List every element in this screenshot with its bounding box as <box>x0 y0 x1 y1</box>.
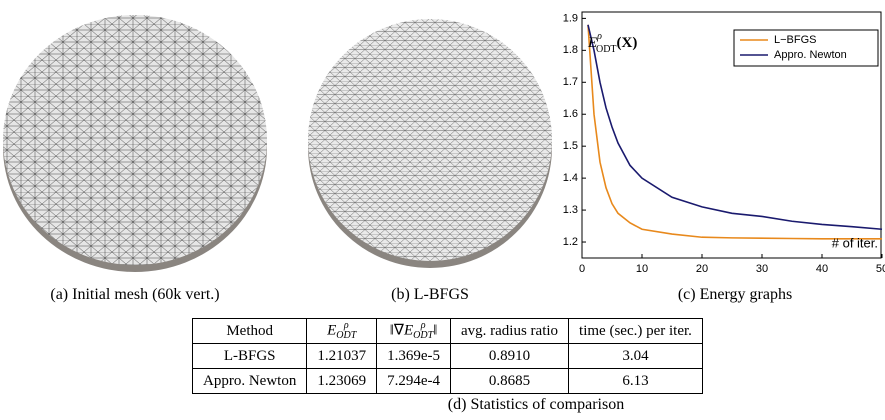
y-tick-label: 1.5 <box>563 140 578 152</box>
table-cell: Appro. Newton <box>193 369 307 394</box>
x-tick-label: 0 <box>579 263 585 275</box>
x-tick-label: 20 <box>696 263 708 275</box>
table-cell: 1.21037 <box>307 344 377 369</box>
mesh-initial <box>3 15 267 272</box>
caption: (c) Energy graphs <box>678 286 792 304</box>
table-cell: L-BFGS <box>193 344 307 369</box>
math-base: E <box>404 322 413 338</box>
math-sub: ODT <box>596 44 617 55</box>
caption: (b) L-BFGS <box>391 286 469 304</box>
y-tick-label: 1.2 <box>563 236 578 248</box>
math-base: E <box>327 322 336 338</box>
header-cell: time (sec.) per iter. <box>569 319 703 344</box>
legend-label: L−BFGS <box>774 34 817 46</box>
y-tick-label: 1.6 <box>563 108 578 120</box>
table-cell: 0.8910 <box>450 344 568 369</box>
y-tick-label: 1.3 <box>563 204 578 216</box>
x-tick-label: 40 <box>816 263 828 275</box>
math-sub: ODT <box>336 331 356 341</box>
mesh-lbfgs <box>308 19 552 268</box>
math-sup: ρ <box>596 31 602 42</box>
table-cell: 6.13 <box>569 369 703 394</box>
header-cell: avg. radius ratio <box>450 319 568 344</box>
y-tick-label: 1.9 <box>563 12 578 24</box>
math-pre: ‖∇ <box>390 322 404 338</box>
energy-chart: 1.2 1.3 1.4 1.5 1.6 1.7 1.8 1.9 0 10 20 30 40 50 L−BFG… <box>563 12 885 275</box>
caption: (a) Initial mesh (60k vert.) <box>50 286 219 304</box>
y-tick-label: 1.4 <box>563 172 578 184</box>
table-cell: 1.23069 <box>307 369 377 394</box>
math-sub: ODT <box>413 331 433 341</box>
x-annotation: # of iter. <box>832 235 878 250</box>
table-cell: 0.8685 <box>450 369 568 394</box>
table-cell: 7.294e-4 <box>377 369 451 394</box>
x-tick-label: 30 <box>756 263 768 275</box>
table-cell: 1.369e-5 <box>377 344 451 369</box>
header-cell: Method <box>193 319 307 344</box>
x-tick-label: 10 <box>636 263 648 275</box>
y-tick-label: 1.7 <box>563 76 578 88</box>
caption: (d) Statistics of comparison <box>448 396 624 414</box>
figure: 1.2 1.3 1.4 1.5 1.6 1.7 1.8 1.9 0 10 20 30 40 50 L−BFG… <box>0 0 885 300</box>
legend-label: Appro. Newton <box>774 49 847 61</box>
math-post: ‖ <box>433 322 437 338</box>
math-post: (X) <box>617 35 638 51</box>
x-tick-label: 50 <box>876 263 885 275</box>
y-tick-label: 1.8 <box>563 44 578 56</box>
page: 1.2 1.3 1.4 1.5 1.6 1.7 1.8 1.9 0 10 20 30 40 50 L−BFG… <box>0 0 885 420</box>
table-cell: 3.04 <box>569 344 703 369</box>
